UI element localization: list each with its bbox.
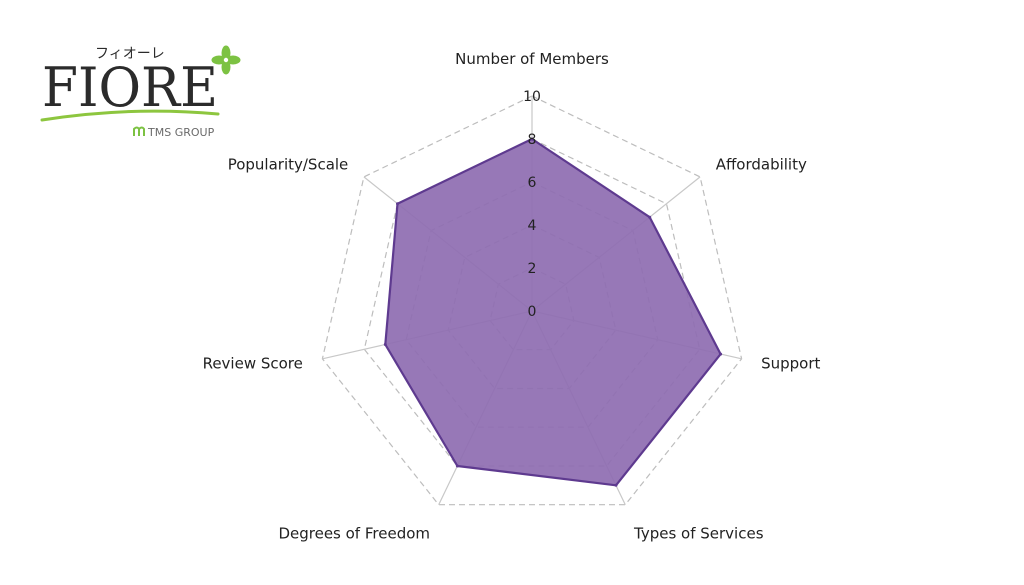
radar-ticks: 0 2 4 6 8 10 <box>523 89 541 320</box>
axis-label-0: Number of Members <box>455 50 609 68</box>
tick-label-4: 4 <box>528 218 537 234</box>
data-point-5 <box>383 343 387 346</box>
radar-axis-labels: Number of Members Affordability Support Typ… <box>203 50 821 543</box>
axis-label-2: Support <box>761 354 820 372</box>
series-area <box>384 137 722 487</box>
logo-swoosh <box>40 109 220 122</box>
four-leaf-clover-icon <box>211 45 241 75</box>
data-point-6 <box>396 202 399 206</box>
tick-label-10: 10 <box>523 89 541 105</box>
logo-wordmark: FIORE <box>42 56 218 119</box>
data-point-3 <box>614 483 618 487</box>
axis-label-1: Affordability <box>716 156 807 174</box>
tick-label-0: 0 <box>528 304 537 320</box>
data-point-0 <box>530 137 534 141</box>
axis-label-6: Popularity/Scale <box>228 156 349 174</box>
data-point-4 <box>455 464 459 468</box>
axis-label-5: Review Score <box>203 354 303 372</box>
axis-label-3: Types of Services <box>633 525 764 543</box>
fiore-logo: フィオーレ FIORE TMS GROUP <box>40 45 241 139</box>
axis-label-4: Degrees of Freedom <box>278 525 430 543</box>
data-point-2 <box>719 352 723 356</box>
tick-label-8: 8 <box>528 132 537 148</box>
radar-series <box>383 137 723 487</box>
logo-group: TMS GROUP <box>147 126 215 139</box>
grid-ring-10 <box>321 95 743 506</box>
tms-m-icon <box>133 126 145 136</box>
data-point-1 <box>648 215 652 219</box>
tick-label-6: 6 <box>528 175 537 191</box>
logo-kana: フィオーレ <box>95 46 165 62</box>
tick-label-2: 2 <box>528 261 537 277</box>
